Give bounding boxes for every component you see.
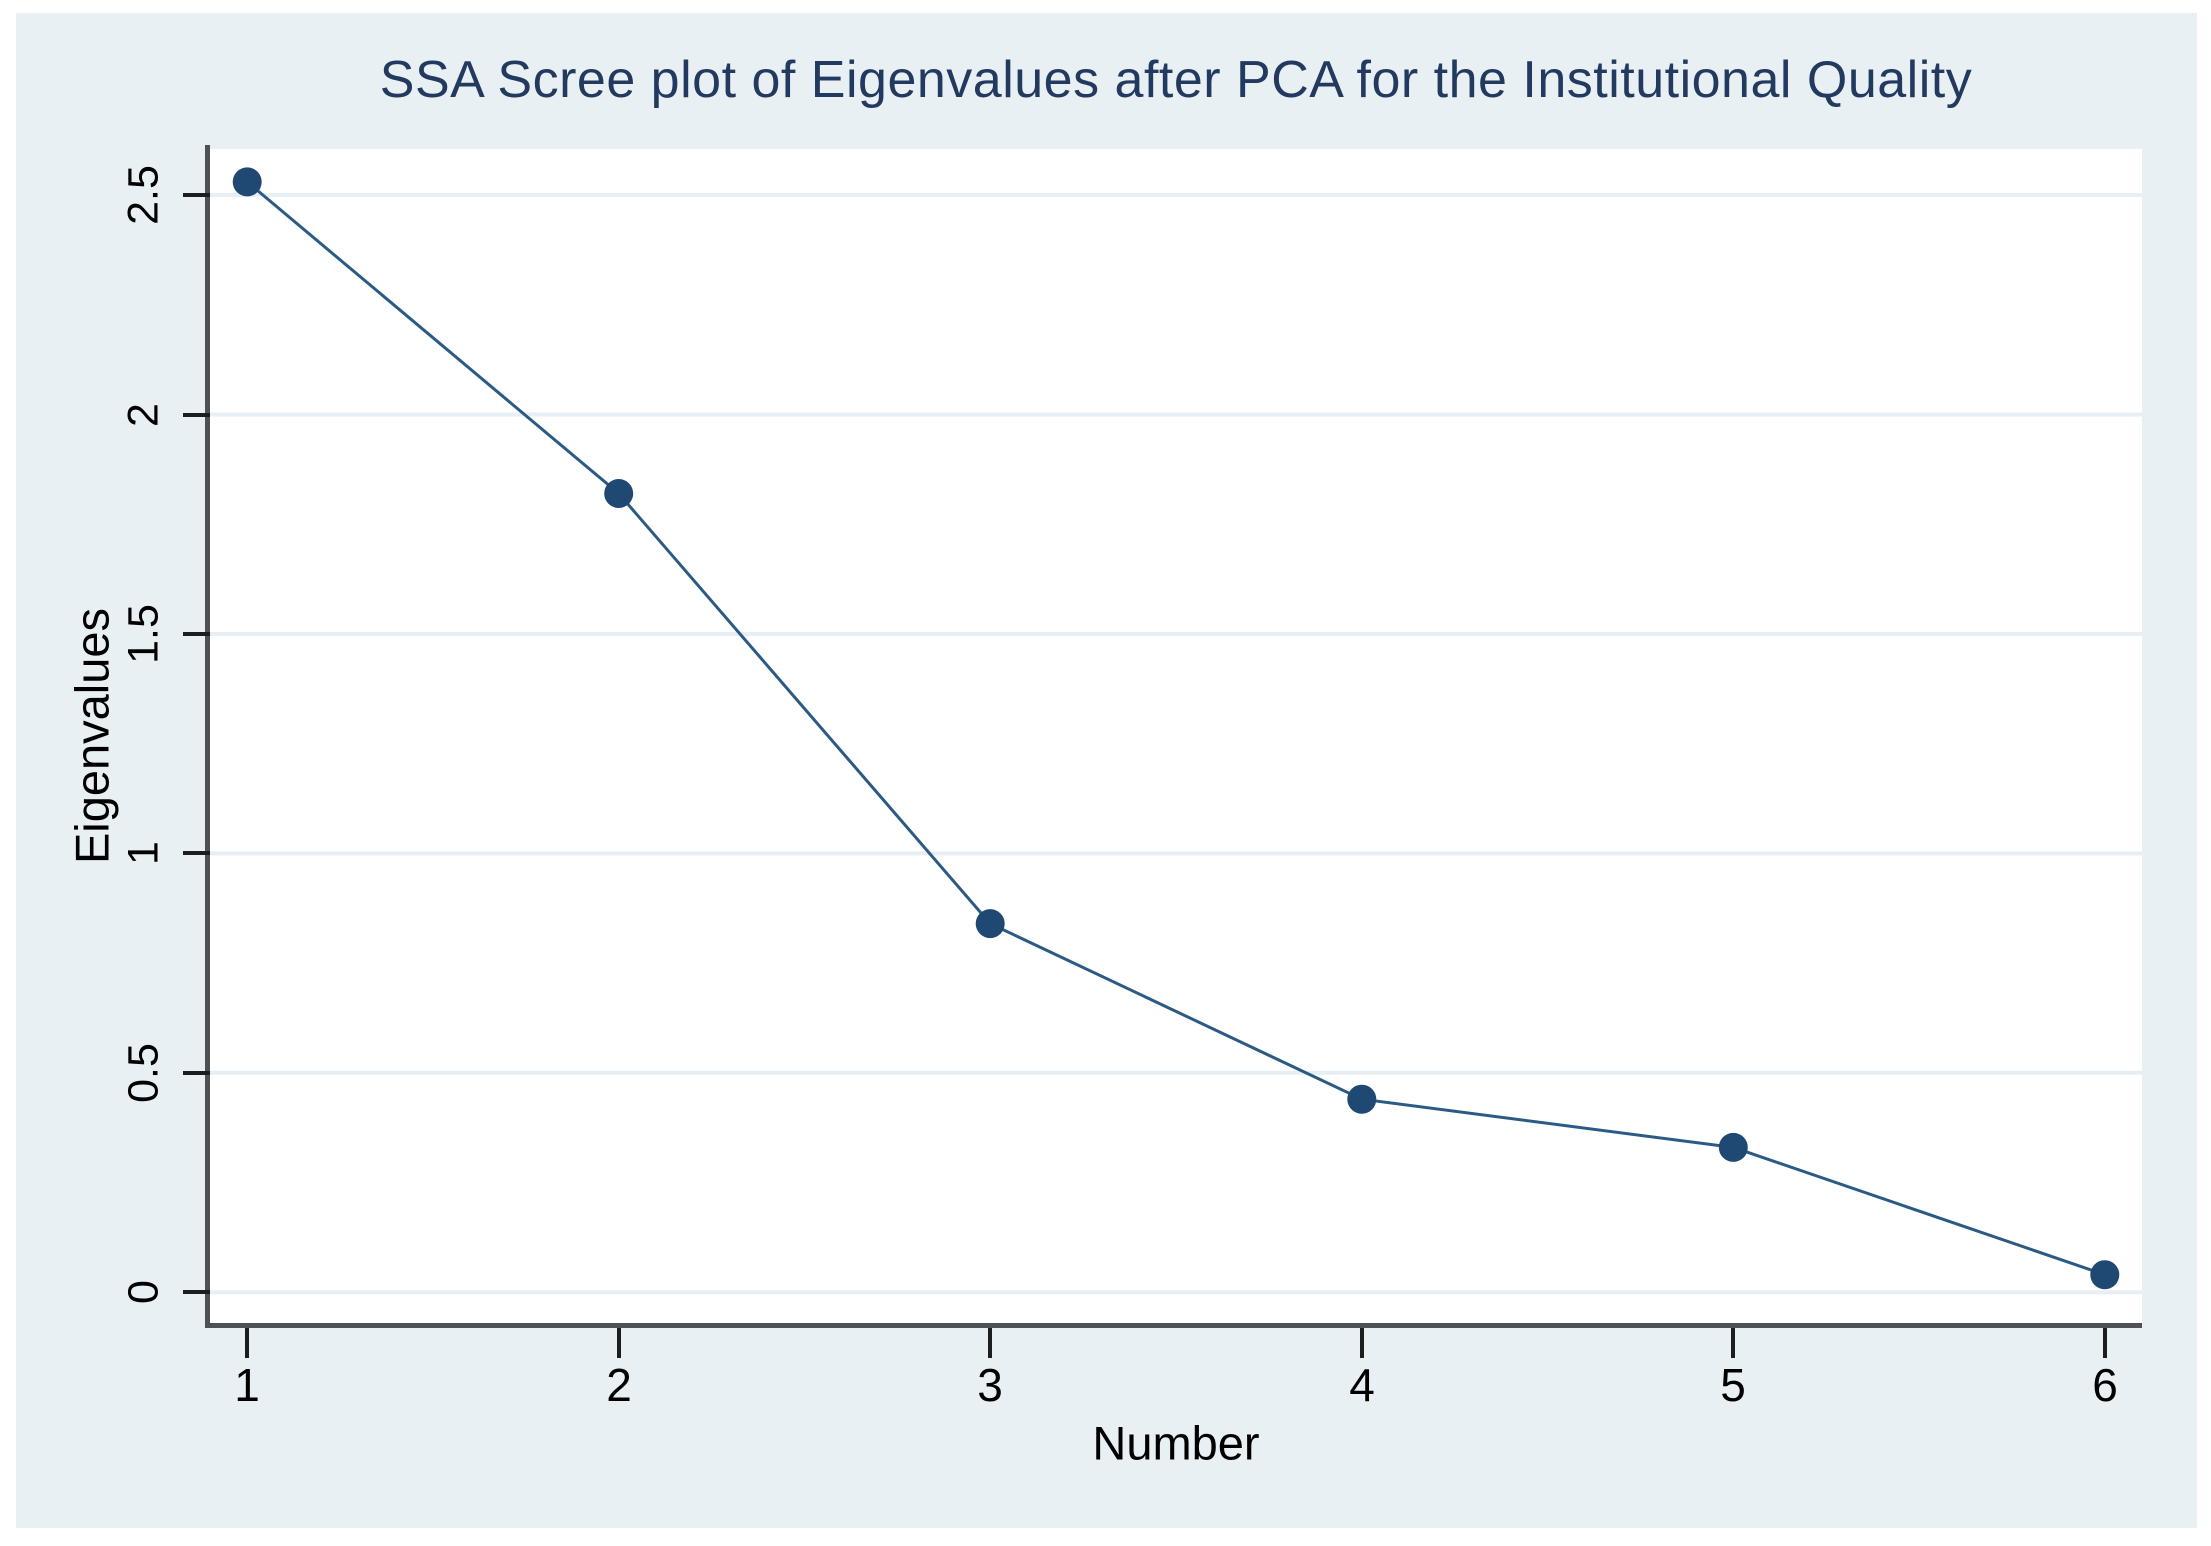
eigenvalue-line: [246, 180, 2106, 1277]
x-tick-mark: [988, 1328, 992, 1358]
x-tick-label: 5: [1720, 1359, 1746, 1411]
x-tick-mark: [245, 1328, 249, 1358]
y-gridline: [210, 1070, 2142, 1075]
y-gridline: [210, 193, 2142, 198]
y-axis-line: [205, 145, 210, 1328]
x-tick-label: 6: [2092, 1359, 2118, 1411]
x-axis-line: [205, 1323, 2142, 1328]
y-tick-label: 1.5: [119, 604, 168, 664]
data-point: [1347, 1084, 1377, 1114]
data-point: [232, 167, 262, 197]
y-tick-label: 2: [119, 403, 168, 427]
plot-area: [210, 149, 2142, 1323]
y-gridline: [210, 632, 2142, 636]
x-tick-label: 4: [1349, 1359, 1375, 1411]
x-tick-mark: [1731, 1328, 1735, 1358]
y-tick-label: 2.5: [119, 165, 168, 225]
y-gridline: [210, 1290, 2142, 1295]
x-tick-label: 3: [977, 1359, 1003, 1411]
y-tick-label: 1: [119, 841, 168, 865]
y-tick-label: 0.5: [119, 1043, 168, 1103]
data-point: [2090, 1260, 2120, 1290]
y-tick-mark: [183, 193, 210, 197]
x-tick-mark: [2103, 1328, 2107, 1358]
y-gridline: [210, 412, 2142, 417]
x-tick-mark: [1360, 1328, 1364, 1358]
y-tick-mark: [183, 851, 210, 855]
x-tick-label: 1: [234, 1359, 260, 1411]
y-tick-mark: [183, 1071, 210, 1075]
x-tick-label: 2: [606, 1359, 632, 1411]
y-tick-mark: [183, 632, 210, 636]
y-gridline: [210, 851, 2142, 856]
y-tick-label: 0: [119, 1280, 168, 1304]
y-tick-mark: [183, 413, 210, 417]
chart-svg: [210, 167, 2142, 1295]
x-tick-mark: [617, 1328, 621, 1358]
data-point: [1718, 1132, 1748, 1162]
x-axis-title: Number: [1092, 1416, 1260, 1470]
y-tick-mark: [183, 1290, 210, 1294]
data-point: [604, 479, 634, 508]
chart-title: SSA Scree plot of Eigenvalues after PCA …: [379, 51, 1973, 109]
y-axis-title: Eigenvalues: [65, 607, 119, 865]
data-point: [975, 909, 1005, 939]
